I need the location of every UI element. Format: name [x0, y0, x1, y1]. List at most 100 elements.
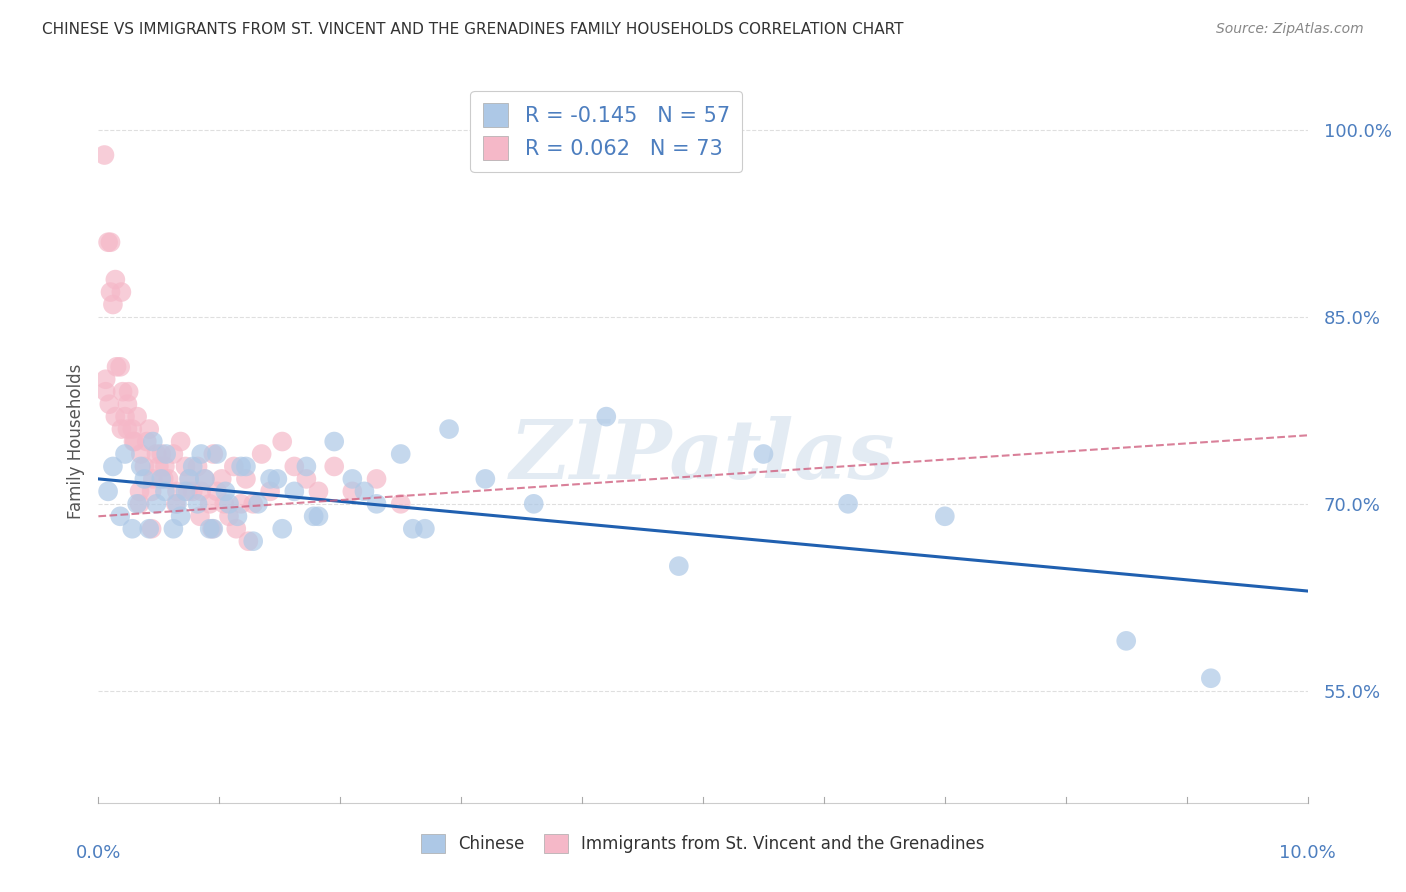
Point — [259, 472, 281, 486]
Point — [94, 384, 117, 399]
Point — [127, 409, 149, 424]
Point — [114, 447, 136, 461]
Point — [211, 472, 233, 486]
Point — [174, 459, 197, 474]
Point — [202, 522, 225, 536]
Point — [437, 422, 460, 436]
Point — [179, 472, 201, 486]
Text: ZIPatlas: ZIPatlas — [510, 416, 896, 496]
Point — [225, 522, 247, 536]
Point — [128, 484, 150, 499]
Text: 10.0%: 10.0% — [1279, 845, 1336, 863]
Point — [201, 522, 224, 536]
Point — [108, 359, 131, 374]
Point — [121, 422, 143, 436]
Point — [752, 447, 775, 461]
Point — [153, 484, 176, 499]
Point — [188, 509, 211, 524]
Point — [128, 497, 150, 511]
Point — [174, 484, 197, 499]
Point — [595, 409, 617, 424]
Point — [145, 447, 167, 461]
Point — [153, 459, 176, 474]
Point — [104, 272, 127, 286]
Point — [218, 497, 240, 511]
Point — [101, 459, 124, 474]
Point — [150, 447, 173, 461]
Legend: Chinese, Immigrants from St. Vincent and the Grenadines: Chinese, Immigrants from St. Vincent and… — [415, 827, 991, 860]
Point — [145, 497, 167, 511]
Point — [134, 472, 156, 486]
Text: CHINESE VS IMMIGRANTS FROM ST. VINCENT AND THE GRENADINES FAMILY HOUSEHOLDS CORR: CHINESE VS IMMIGRANTS FROM ST. VINCENT A… — [42, 22, 904, 37]
Point — [152, 472, 174, 486]
Point — [202, 447, 225, 461]
Point — [166, 484, 188, 499]
Point — [142, 472, 165, 486]
Point — [295, 459, 318, 474]
Point — [342, 472, 364, 486]
Point — [229, 459, 252, 474]
Point — [117, 397, 139, 411]
Point — [250, 447, 273, 461]
Point — [129, 459, 152, 474]
Point — [259, 484, 281, 499]
Point — [266, 472, 288, 486]
Point — [165, 497, 187, 511]
Point — [124, 434, 146, 449]
Point — [283, 484, 305, 499]
Point — [134, 459, 156, 474]
Point — [242, 497, 264, 511]
Point — [98, 397, 121, 411]
Point — [198, 522, 221, 536]
Point — [235, 459, 257, 474]
Point — [150, 472, 173, 486]
Point — [218, 509, 240, 524]
Point — [205, 484, 228, 499]
Point — [181, 484, 204, 499]
Point — [226, 509, 249, 524]
Point — [242, 534, 264, 549]
Point — [198, 497, 221, 511]
Point — [100, 285, 122, 299]
Point — [118, 384, 141, 399]
Point — [308, 484, 330, 499]
Point — [523, 497, 546, 511]
Point — [1115, 633, 1137, 648]
Point — [308, 509, 330, 524]
Point — [142, 434, 165, 449]
Point — [110, 285, 132, 299]
Point — [205, 447, 228, 461]
Point — [389, 447, 412, 461]
Point — [934, 509, 956, 524]
Point — [155, 447, 177, 461]
Point — [194, 472, 217, 486]
Point — [179, 472, 201, 486]
Point — [162, 447, 184, 461]
Point — [190, 484, 212, 499]
Point — [108, 509, 131, 524]
Point — [129, 447, 152, 461]
Point — [138, 422, 160, 436]
Text: Source: ZipAtlas.com: Source: ZipAtlas.com — [1216, 22, 1364, 37]
Point — [194, 472, 217, 486]
Point — [323, 434, 346, 449]
Point — [283, 459, 305, 474]
Point — [238, 534, 260, 549]
Point — [138, 522, 160, 536]
Point — [157, 472, 180, 486]
Point — [141, 484, 163, 499]
Point — [235, 472, 257, 486]
Point — [105, 359, 128, 374]
Point — [141, 522, 163, 536]
Point — [342, 484, 364, 499]
Point — [148, 459, 170, 474]
Point — [181, 459, 204, 474]
Point — [402, 522, 425, 536]
Point — [474, 472, 496, 486]
Point — [127, 497, 149, 511]
Point — [271, 522, 294, 536]
Point — [247, 497, 270, 511]
Point — [295, 472, 318, 486]
Point — [837, 497, 859, 511]
Point — [177, 484, 200, 499]
